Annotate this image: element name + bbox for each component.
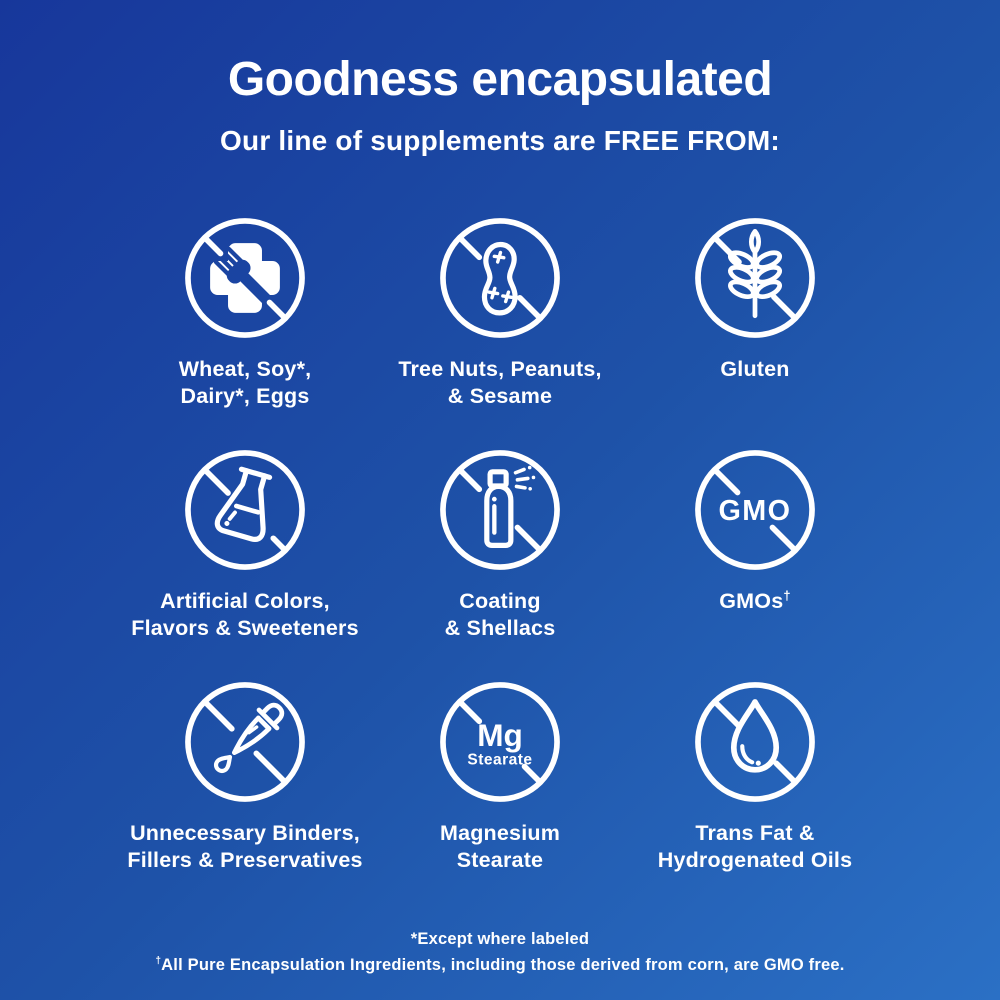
svg-text:Mg: Mg [477,717,523,753]
no-wheat-icon [689,212,821,344]
free-from-item: Gluten [628,212,883,410]
no-flask-icon [179,444,311,576]
free-from-item: Mg Stearate Magnesium Stearate [373,676,628,874]
free-from-label: Unnecessary Binders, Fillers & Preservati… [127,821,363,872]
no-gmo-icon: GMO [689,444,821,576]
free-from-item: Artificial Colors, Flavors & Sweeteners [118,444,373,642]
footnotes: *Except where labeled †All Pure Encapsula… [0,926,1000,978]
free-from-label: Coating & Shellacs [444,589,556,640]
no-spray-can-icon [434,444,566,576]
footnote-line: *Except where labeled [410,930,590,948]
no-mg-stearate-icon: Mg Stearate [434,676,566,808]
page-subtitle: Our line of supplements are FREE FROM: [220,125,780,156]
no-oil-drop-icon [689,676,821,808]
svg-text:GMO: GMO [719,495,792,527]
svg-text:Stearate: Stearate [467,752,532,769]
free-from-label: Magnesium Stearate [439,821,561,872]
free-from-item: Wheat, Soy*, Dairy*, Eggs [118,212,373,410]
header: Goodness encapsulated Our line of supple… [0,0,1000,158]
footnote-line: †All Pure Encapsulation Ingredients, inc… [155,955,845,974]
free-from-item: Unnecessary Binders, Fillers & Preservati… [118,676,373,874]
free-from-label: Wheat, Soy*, Dairy*, Eggs [178,357,312,408]
free-from-item: Coating & Shellacs [373,444,628,642]
free-from-item: Trans Fat & Hydrogenated Oils [628,676,883,874]
free-from-label: Tree Nuts, Peanuts, & Sesame [398,357,602,408]
no-cross-fork-icon [179,212,311,344]
page-title: Goodness encapsulated [227,53,773,106]
free-from-item: GMO GMOs† [628,444,883,642]
no-peanut-icon [434,212,566,344]
free-from-label: Gluten [720,357,790,381]
free-from-grid: Wheat, Soy*, Dairy*, Eggs Tree Nuts, Pean… [118,212,883,874]
no-dropper-icon [179,676,311,808]
free-from-label: Trans Fat & Hydrogenated Oils [657,821,853,872]
free-from-label: Artificial Colors, Flavors & Sweeteners [131,589,359,640]
free-from-label: GMOs† [719,587,791,613]
free-from-item: Tree Nuts, Peanuts, & Sesame [373,212,628,410]
